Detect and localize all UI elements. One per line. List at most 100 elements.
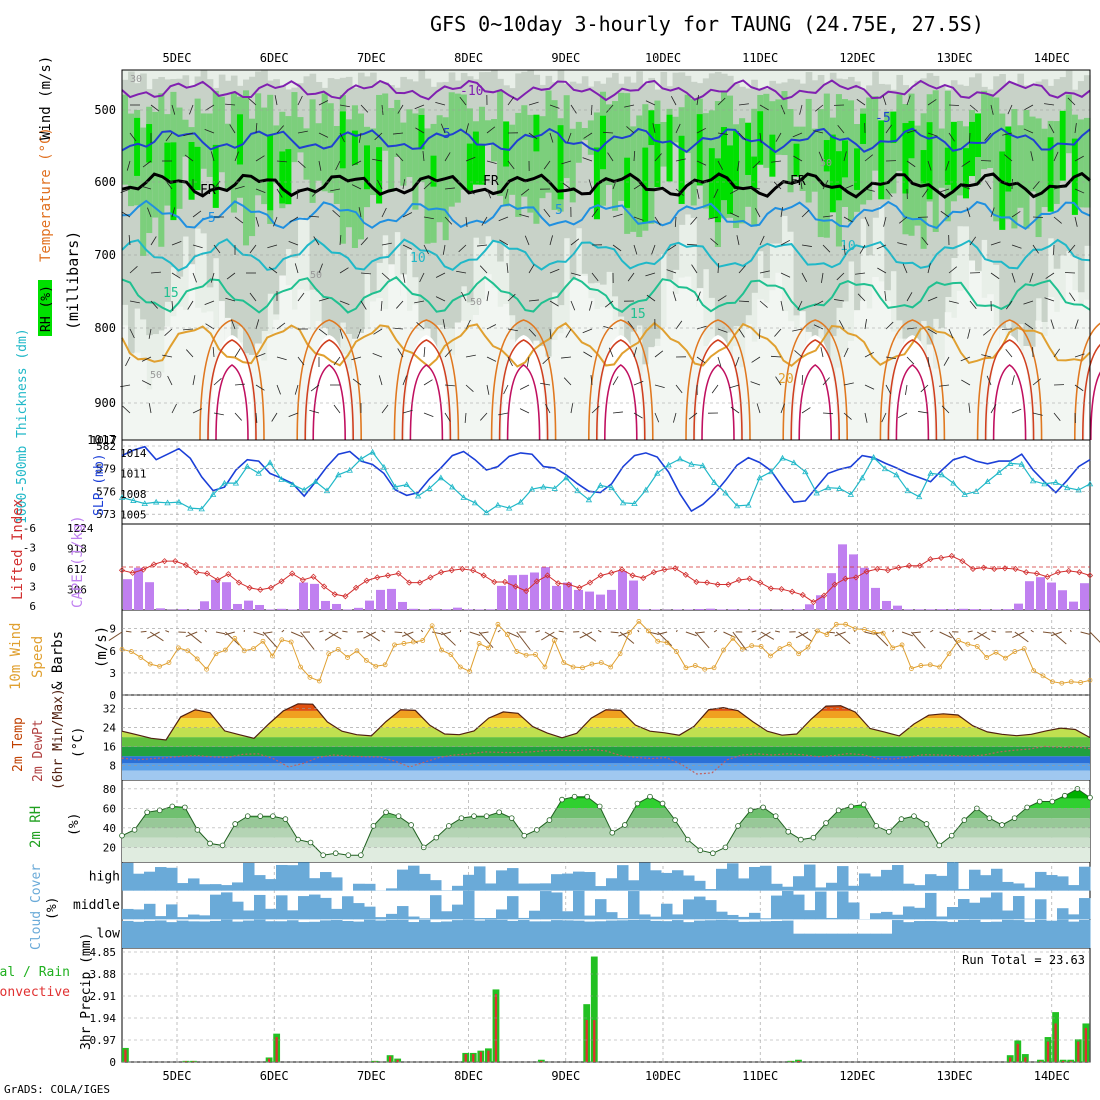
wind-barb xyxy=(906,356,915,365)
wind-barb xyxy=(717,97,726,106)
rh-high-cell xyxy=(285,149,292,205)
slp-tick: 1008 xyxy=(120,488,147,501)
rh-low-cell xyxy=(188,264,196,440)
wind-barb-10m xyxy=(507,631,520,638)
cloud-cell xyxy=(595,921,607,948)
rh-low-cell xyxy=(569,280,577,440)
wind-barb xyxy=(402,179,406,190)
rh-high-cell xyxy=(696,114,704,186)
wind-barb xyxy=(843,184,854,190)
wind-barb xyxy=(1011,272,1016,283)
rh-high-cell xyxy=(478,144,486,185)
temp-line xyxy=(121,703,1091,741)
cape-bar xyxy=(838,544,847,610)
cape-bar xyxy=(123,579,132,610)
rh-point xyxy=(911,813,917,819)
wind-speed-point xyxy=(307,674,313,680)
wind-barb xyxy=(606,104,614,113)
contour-label: FR xyxy=(483,174,499,189)
rh-shade-cell xyxy=(926,73,934,364)
cloud-cell xyxy=(265,908,277,920)
wind-barb xyxy=(339,300,350,305)
precip-conv-bar xyxy=(184,1061,188,1062)
wind-barb-10m xyxy=(381,630,386,633)
rh-high-cell xyxy=(279,151,286,204)
wind-barb xyxy=(360,104,369,113)
wind-barb xyxy=(820,347,824,358)
wind-barb xyxy=(780,239,791,246)
cloud-cell xyxy=(518,883,530,891)
wind-barb xyxy=(507,328,518,332)
wind-speed-point xyxy=(768,653,773,659)
cloud-cell xyxy=(254,894,266,920)
date-label-top: 5DEC xyxy=(163,51,192,65)
li-point xyxy=(235,579,243,586)
wind-barb xyxy=(770,355,782,358)
cape-bar xyxy=(299,582,308,610)
wind-speed-point xyxy=(326,651,332,657)
rh-shade-cell xyxy=(775,83,783,244)
rh-low-cell xyxy=(152,375,159,440)
li-point xyxy=(310,573,317,580)
temperature-contour xyxy=(121,321,1091,368)
rh-mid-cell xyxy=(291,92,299,163)
wind-barb xyxy=(234,151,239,162)
rh-point xyxy=(119,832,125,839)
wind-barb-10m xyxy=(798,631,813,642)
cloud-cell xyxy=(507,920,519,948)
li-point xyxy=(842,575,849,582)
rh-mid-cell xyxy=(273,125,280,184)
wind-barb xyxy=(651,244,656,255)
li-point xyxy=(703,579,711,586)
wind-barb xyxy=(423,244,429,255)
cape-bar xyxy=(354,607,363,610)
rh-mid-cell xyxy=(182,119,190,157)
rh-shade-cell xyxy=(799,83,807,318)
wind-barb xyxy=(561,356,572,359)
wind-barb xyxy=(297,356,305,366)
cape-bar xyxy=(750,609,759,610)
thickness-point xyxy=(745,501,752,508)
cloud-cell xyxy=(221,885,233,891)
cloud-cell xyxy=(1024,887,1036,891)
wind-barb xyxy=(507,96,515,106)
contour-label: -5 xyxy=(435,127,451,142)
rh-mid-cell xyxy=(612,101,619,211)
rh-point xyxy=(1049,798,1056,805)
date-label-bottom: 14DEC xyxy=(1034,1069,1070,1083)
temp-band xyxy=(122,718,1090,728)
li-point xyxy=(672,565,679,572)
wind-barb xyxy=(205,104,215,111)
cloud-cell xyxy=(892,914,904,920)
wind-barb xyxy=(570,403,574,414)
wind-barb xyxy=(273,216,278,227)
cloud-cell xyxy=(1002,919,1014,948)
wind-barb xyxy=(821,272,824,283)
wind-barb xyxy=(543,208,551,218)
rh-low-cell xyxy=(164,326,171,440)
wind-barb xyxy=(696,160,707,166)
wind-barb-10m xyxy=(911,631,926,649)
wind-speed-point xyxy=(805,644,811,650)
cape-bar xyxy=(794,609,803,610)
wind-barb xyxy=(296,188,299,199)
wind-barb xyxy=(759,300,768,308)
rh-low-cell xyxy=(593,309,601,440)
li-point xyxy=(523,587,530,595)
precip-conv-bar xyxy=(593,1020,596,1062)
wind-barb-10m xyxy=(696,631,705,634)
rh-point xyxy=(848,803,854,810)
li-point xyxy=(757,579,764,586)
contour-label: FR xyxy=(790,174,806,189)
wind-barb xyxy=(142,160,152,168)
rh-point xyxy=(358,852,364,858)
rh-point xyxy=(999,822,1005,828)
wind-barb xyxy=(801,209,810,218)
cloud-cell xyxy=(870,876,882,891)
cape-bar xyxy=(321,600,330,610)
cloud-cell xyxy=(551,892,563,920)
wind-speed-point xyxy=(392,642,397,648)
wind-barb xyxy=(150,104,160,112)
temp-label-1: 2m Temp xyxy=(11,717,26,772)
cape-bar xyxy=(871,587,880,610)
